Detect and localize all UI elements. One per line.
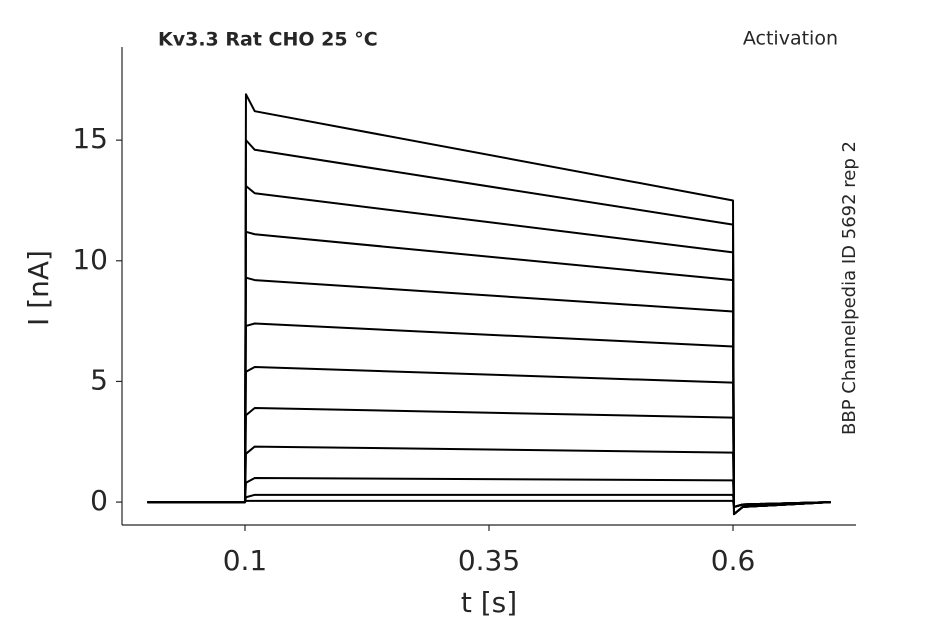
y-tick-label: 0 <box>90 484 108 517</box>
side-label: BBP Channelpedia ID 5692 rep 2 <box>839 141 860 435</box>
trace <box>147 365 831 508</box>
trace <box>147 230 831 516</box>
trace <box>147 322 831 516</box>
y-axis-label: I [nA] <box>22 250 55 326</box>
annotation: Activation <box>743 28 838 50</box>
trace <box>147 445 831 508</box>
trace <box>147 476 831 508</box>
x-tick-label: 0.1 <box>223 544 268 577</box>
chart-title: Kv3.3 Rat CHO 25 °C <box>158 29 378 51</box>
x-tick-label: 0.35 <box>458 544 520 577</box>
y-tick-label: 15 <box>72 122 108 155</box>
y-tick-label: 5 <box>90 363 108 396</box>
x-tick-label: 0.6 <box>711 544 756 577</box>
trace <box>147 499 831 508</box>
trace <box>147 184 831 516</box>
y-tick-label: 10 <box>72 243 108 276</box>
trace <box>147 139 831 516</box>
trace <box>147 406 831 508</box>
x-axis-label: t [s] <box>461 586 517 619</box>
